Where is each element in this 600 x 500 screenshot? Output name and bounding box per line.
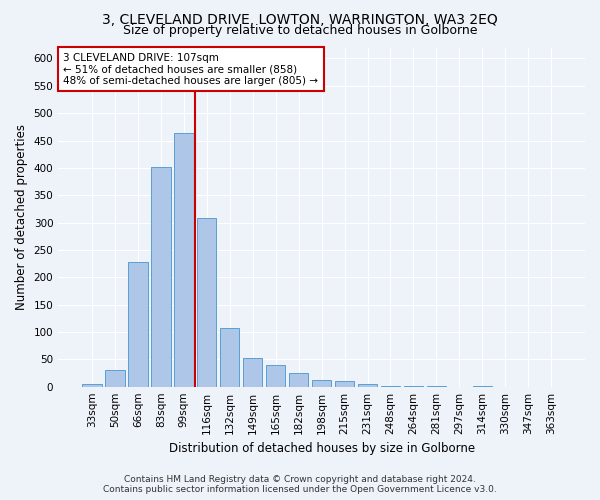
Bar xyxy=(128,262,148,386)
Bar xyxy=(220,328,239,386)
Text: 3 CLEVELAND DRIVE: 107sqm
← 51% of detached houses are smaller (858)
48% of semi: 3 CLEVELAND DRIVE: 107sqm ← 51% of detac… xyxy=(64,52,319,86)
Bar xyxy=(82,384,101,386)
Bar xyxy=(197,218,217,386)
Bar xyxy=(266,366,286,386)
Y-axis label: Number of detached properties: Number of detached properties xyxy=(15,124,28,310)
Bar xyxy=(335,381,355,386)
Text: 3, CLEVELAND DRIVE, LOWTON, WARRINGTON, WA3 2EQ: 3, CLEVELAND DRIVE, LOWTON, WARRINGTON, … xyxy=(102,12,498,26)
Text: Size of property relative to detached houses in Golborne: Size of property relative to detached ho… xyxy=(123,24,477,37)
Bar xyxy=(243,358,262,386)
Bar xyxy=(312,380,331,386)
Text: Contains HM Land Registry data © Crown copyright and database right 2024.
Contai: Contains HM Land Registry data © Crown c… xyxy=(103,474,497,494)
Bar xyxy=(174,133,194,386)
Bar xyxy=(358,384,377,386)
Bar xyxy=(289,373,308,386)
X-axis label: Distribution of detached houses by size in Golborne: Distribution of detached houses by size … xyxy=(169,442,475,455)
Bar xyxy=(151,168,170,386)
Bar xyxy=(105,370,125,386)
